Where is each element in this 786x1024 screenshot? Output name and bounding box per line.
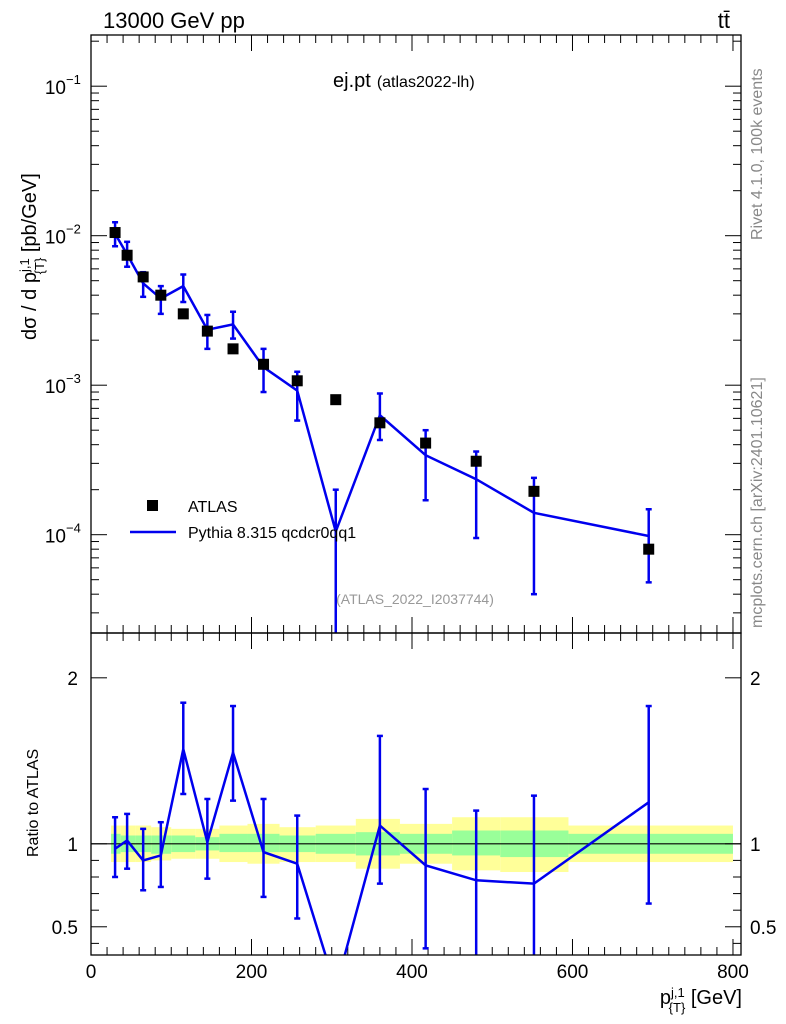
- subtitle-text: (atlas2022-lh): [377, 74, 475, 91]
- main-data-points: [109, 227, 655, 555]
- main-y-tick-exponent: −2: [66, 222, 81, 237]
- atlas-data-point: [121, 249, 133, 261]
- atlas-data-point: [528, 485, 540, 497]
- x-tick-label: 800: [717, 962, 749, 983]
- legend-mc-label: Pythia 8.315 qcdcr0qq1: [188, 525, 356, 542]
- main-y-tick-exponent: −4: [66, 521, 81, 536]
- atlas-data-point: [109, 227, 121, 239]
- main-y-tick-label: 10: [45, 377, 66, 398]
- main-frame: [90, 34, 742, 634]
- main-y-tick-label: 10: [45, 78, 66, 99]
- mc-line: [113, 233, 649, 538]
- source-label: mcplots.cern.ch [arXiv:2401.10621]: [749, 377, 766, 628]
- atlas-data-point: [330, 394, 342, 406]
- main-y-ticks: 10−110−210−310−4: [45, 40, 741, 614]
- process-label: tt̄: [718, 8, 730, 33]
- atlas-data-point: [137, 271, 149, 283]
- main-y-axis-label: dσ / d pj,1{T} [pb/GeV]: [17, 173, 47, 340]
- atlas-data-point: [291, 375, 303, 387]
- ratio-y-tick-label-right: 2: [750, 669, 761, 690]
- ratio-y-tick-label-right: 1: [750, 835, 761, 856]
- main-panel: ej.pt (atlas2022-lh) (ATLAS_2022_I2037744…: [17, 34, 742, 634]
- main-y-tick-label: 10: [45, 228, 66, 249]
- atlas-data-point: [258, 358, 270, 370]
- atlas-data-point: [420, 437, 432, 449]
- ratio-x-ticks: 0 200 400 600 800: [86, 633, 749, 983]
- title-text: ej.pt: [333, 70, 371, 92]
- x-tick-label: 200: [236, 962, 268, 983]
- atlas-data-point: [201, 325, 213, 337]
- legend-atlas-label: ATLAS: [188, 499, 238, 516]
- x-tick-label: 0: [86, 962, 97, 983]
- main-y-tick-label: 10: [45, 527, 66, 548]
- x-tick-label: 600: [557, 962, 589, 983]
- atlas-data-point: [177, 308, 189, 320]
- atlas-data-point: [227, 343, 239, 355]
- ratio-y-ticks: 0.5 0.5 1 1 2 2: [52, 669, 776, 944]
- atlas-data-point: [643, 543, 655, 555]
- ratio-panel: 0.5 0.5 1 1 2 2 0 200 400 600 800 Ratio to ATLAS: [25, 632, 776, 983]
- ratio-series: [112, 701, 652, 955]
- ratio-y-tick-label-right: 0.5: [750, 918, 776, 939]
- ratio-y-tick-label: 0.5: [52, 918, 78, 939]
- legend-atlas-marker: [147, 500, 158, 511]
- atlas-data-point: [155, 289, 167, 301]
- analysis-label: (ATLAS_2022_I2037744): [336, 591, 494, 607]
- main-title: ej.pt (atlas2022-lh): [333, 70, 475, 92]
- ratio-frame: [90, 632, 742, 956]
- atlas-data-point: [374, 417, 386, 429]
- x-axis-label: pj,1 {T} [GeV]: [660, 985, 742, 1015]
- ratio-band-inner: [219, 833, 248, 853]
- ratio-y-axis-label: Ratio to ATLAS: [25, 749, 42, 857]
- rivet-label: Rivet 4.1.0, 100k events: [749, 68, 766, 240]
- energy-label: 13000 GeV pp: [103, 8, 245, 33]
- ratio-y-tick-label: 1: [67, 835, 78, 856]
- ratio-uncertainty-bands: [111, 817, 733, 873]
- main-y-tick-exponent: −3: [66, 371, 81, 386]
- x-tick-label: 400: [396, 962, 428, 983]
- atlas-data-point: [470, 455, 482, 467]
- main-x-ticks: [90, 35, 734, 633]
- main-y-tick-exponent: −1: [66, 72, 81, 87]
- legend: ATLAS Pythia 8.315 qcdcr0qq1: [130, 499, 356, 542]
- ratio-y-tick-label: 2: [67, 669, 78, 690]
